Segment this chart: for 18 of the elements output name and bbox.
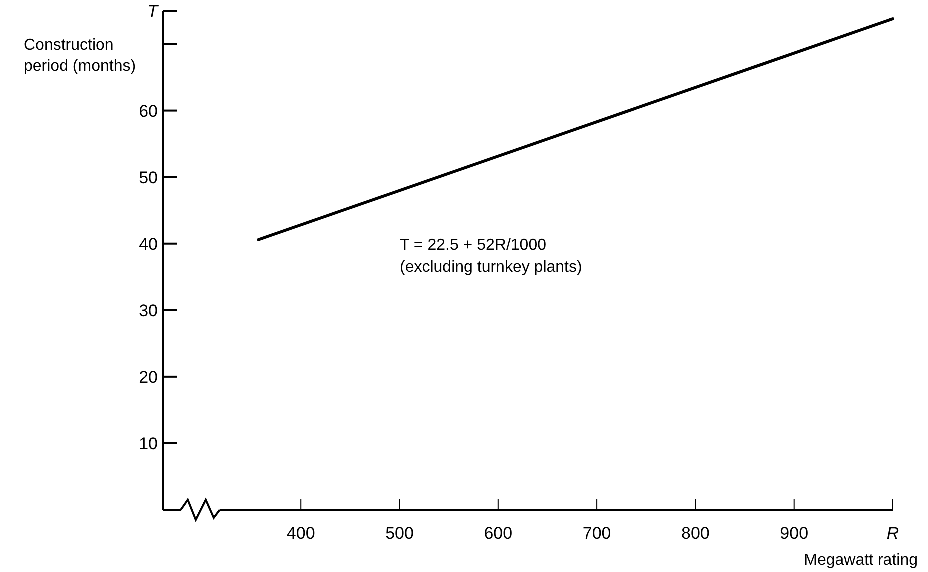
y-tick-label: 20 <box>139 368 158 387</box>
x-tick-label: R <box>886 524 900 543</box>
y-tick-label: 40 <box>139 234 158 254</box>
y-tick-label: 10 <box>139 434 158 454</box>
y-tick-label: 30 <box>139 301 158 320</box>
x-tick-label: 700 <box>582 524 612 543</box>
x-axis-title: Megawatt rating <box>804 552 918 569</box>
x-tick-label: 800 <box>682 524 710 543</box>
x-tick-label: 600 <box>484 524 513 543</box>
annotation: T = 22.5 + 52R/1000 <box>400 237 547 254</box>
y-axis-title: Construction period (months) <box>24 37 136 75</box>
y-tick-label: 60 <box>139 102 158 121</box>
x-tick-label: 900 <box>780 524 809 543</box>
x-tick-label: 400 <box>286 524 316 543</box>
y-tick-label: T <box>148 2 160 21</box>
annotation: (excluding turnkey plants) <box>400 259 582 276</box>
x-tick-label: 500 <box>386 524 414 543</box>
y-tick-label: 50 <box>139 168 158 188</box>
